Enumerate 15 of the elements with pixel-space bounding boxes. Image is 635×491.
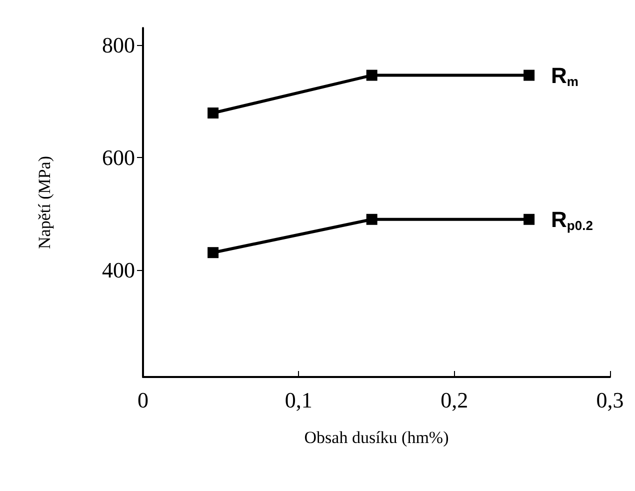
x-tick-label: 0,1	[284, 388, 312, 412]
point	[524, 70, 535, 81]
point	[524, 214, 535, 225]
y-axis-title: Napětí (MPa)	[35, 156, 54, 250]
x-tick-label: 0,2	[440, 388, 468, 412]
x-tick-label: 0	[138, 388, 148, 412]
y-tick-label: 400	[102, 258, 135, 283]
y-tick-label: 600	[102, 144, 135, 170]
y-tick-label: 800	[102, 32, 135, 58]
point	[366, 214, 378, 225]
x-axis-title: Obsah dusíku (hm%)	[304, 428, 449, 447]
point	[208, 247, 219, 258]
point	[366, 70, 378, 81]
x-tick-label: 0,3	[596, 388, 624, 412]
point	[208, 108, 219, 118]
